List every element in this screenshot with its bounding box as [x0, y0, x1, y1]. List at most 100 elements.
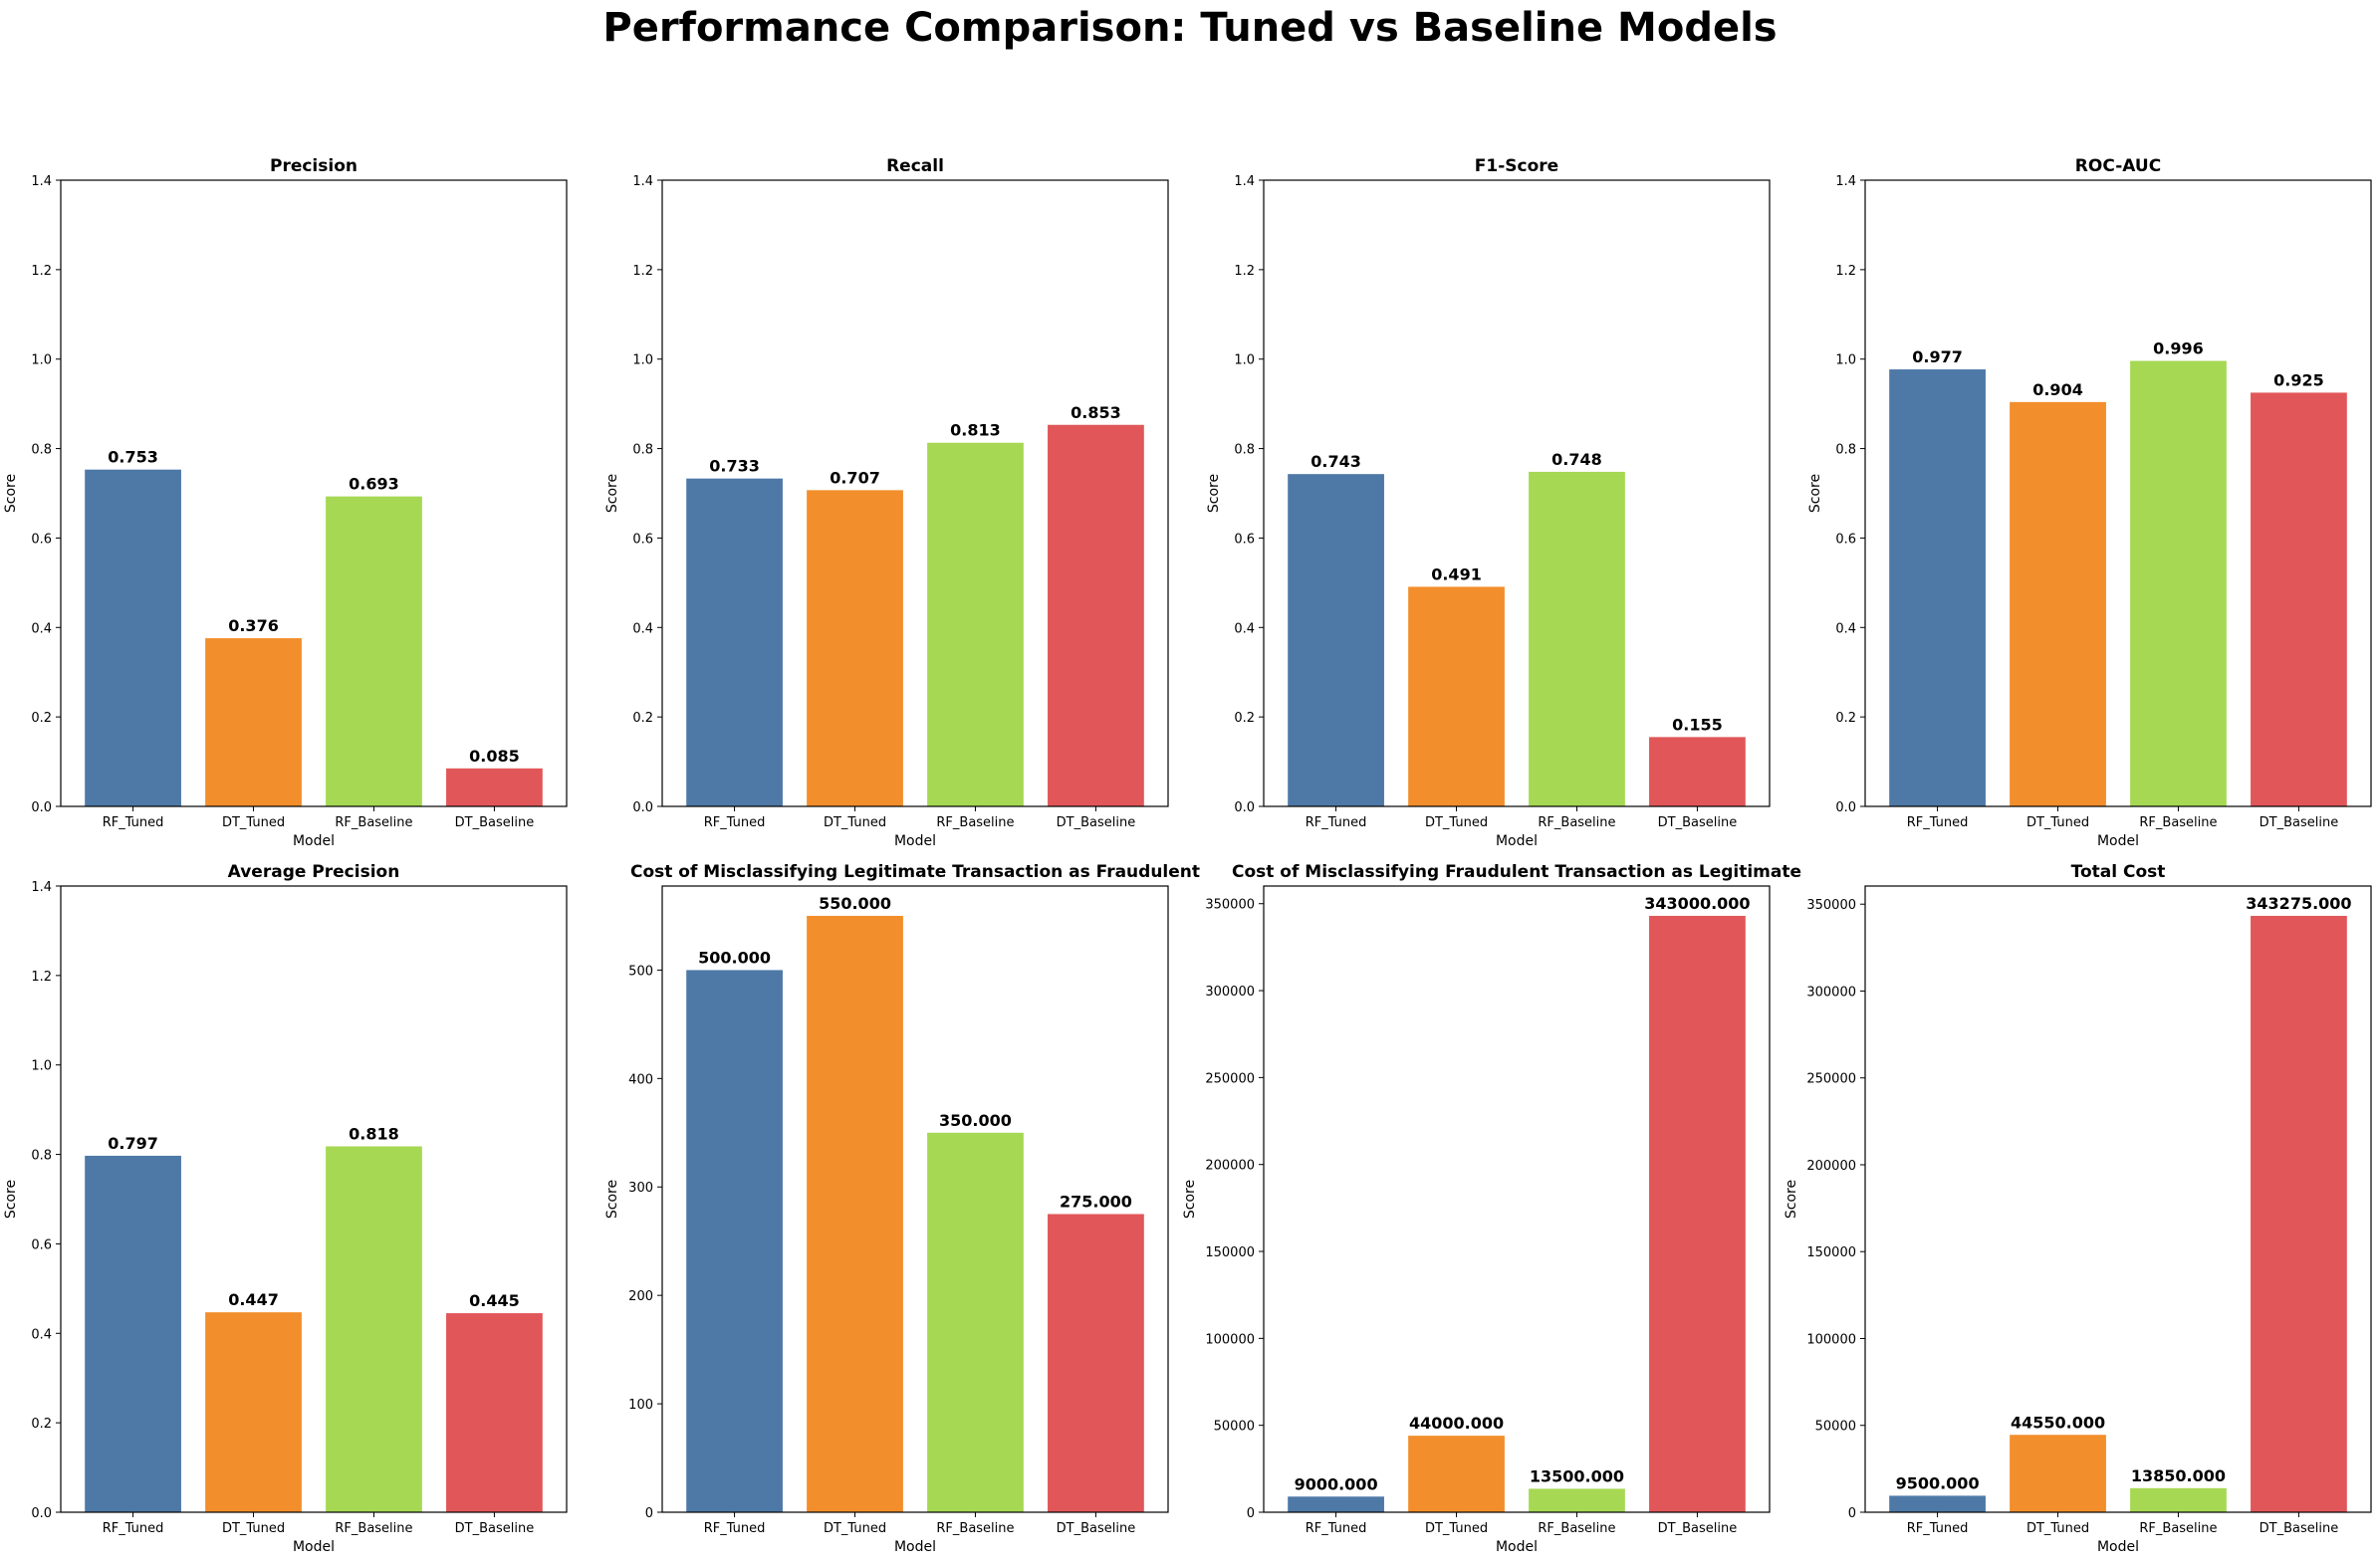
x-tick-label: DT_Tuned: [1425, 815, 1488, 830]
x-tick-label: RF_Tuned: [1306, 1521, 1367, 1536]
bar-value-label: 0.155: [1672, 715, 1723, 734]
bar: [2251, 915, 2347, 1512]
bar-value-label: 0.977: [1912, 347, 1963, 366]
panel-title: Cost of Misclassifying Fraudulent Transa…: [1232, 862, 1801, 882]
y-tick-label: 1.4: [1234, 174, 1255, 189]
bar-value-label: 550.000: [819, 894, 891, 913]
y-tick-label: 0.4: [31, 621, 52, 636]
x-axis-label: Model: [1496, 833, 1538, 849]
bar-value-label: 44550.000: [2011, 1413, 2105, 1432]
bar-value-label: 0.797: [108, 1134, 158, 1153]
x-tick-label: RF_Tuned: [1306, 815, 1367, 830]
bar-value-label: 343275.000: [2246, 894, 2351, 913]
x-tick-label: RF_Baseline: [1538, 815, 1615, 830]
bar-value-label: 500.000: [698, 948, 771, 967]
bar-value-label: 0.753: [108, 448, 158, 467]
bar-value-label: 0.447: [228, 1290, 279, 1309]
bar-value-label: 343000.000: [1644, 894, 1750, 913]
y-tick-label: 0.8: [31, 1149, 52, 1164]
y-tick-label: 250000: [1806, 1072, 1856, 1087]
y-tick-label: 1.2: [1234, 264, 1255, 279]
bar-value-label: 0.818: [349, 1124, 399, 1143]
y-tick-label: 0.2: [31, 711, 52, 726]
bar: [205, 1312, 302, 1512]
bar: [446, 768, 543, 806]
bar: [326, 1146, 422, 1512]
panel-title: Average Precision: [228, 862, 400, 882]
bar: [1048, 1214, 1144, 1512]
x-tick-label: DT_Tuned: [2026, 1521, 2089, 1536]
y-tick-label: 200000: [1205, 1159, 1255, 1174]
y-axis-label: Score: [1807, 474, 1823, 513]
y-tick-label: 0.6: [1835, 532, 1856, 547]
panel-title: Recall: [886, 156, 944, 176]
y-tick-label: 250000: [1205, 1071, 1255, 1086]
bar-value-label: 0.743: [1310, 452, 1361, 471]
y-tick-label: 0: [645, 1506, 653, 1521]
y-tick-label: 50000: [1815, 1420, 1856, 1435]
panel-title: ROC-AUC: [2075, 156, 2161, 176]
x-tick-label: DT_Tuned: [2026, 815, 2089, 830]
y-tick-label: 1.4: [31, 880, 52, 895]
x-tick-label: RF_Tuned: [1907, 1521, 1969, 1536]
x-tick-label: DT_Tuned: [824, 815, 886, 830]
y-axis-label: Score: [3, 1180, 19, 1219]
y-tick-label: 0.2: [31, 1417, 52, 1432]
bar: [2010, 1435, 2106, 1512]
y-tick-label: 0.6: [31, 1237, 52, 1252]
bar: [1408, 586, 1505, 806]
x-tick-label: DT_Tuned: [222, 1521, 285, 1536]
y-tick-label: 0.4: [31, 1327, 52, 1342]
y-tick-label: 0.4: [1234, 621, 1255, 636]
x-axis-label: Model: [2097, 833, 2139, 849]
y-tick-label: 150000: [1205, 1245, 1255, 1260]
bar: [1889, 1495, 1986, 1512]
plot-frame: [661, 885, 1169, 1513]
y-tick-label: 0.0: [1234, 800, 1255, 815]
y-tick-label: 200000: [1806, 1159, 1856, 1174]
bar-value-label: 350.000: [939, 1111, 1012, 1130]
y-tick-label: 0.4: [1835, 621, 1856, 636]
x-axis-label: Model: [293, 1539, 335, 1555]
x-tick-label: RF_Baseline: [335, 815, 412, 830]
x-tick-label: DT_Baseline: [455, 1521, 535, 1536]
bar: [2251, 392, 2347, 806]
x-tick-label: RF_Baseline: [1538, 1521, 1615, 1536]
bar: [2010, 401, 2106, 806]
x-tick-label: RF_Tuned: [704, 815, 766, 830]
bar: [1529, 1488, 1625, 1512]
x-tick-label: DT_Baseline: [1057, 1521, 1136, 1536]
y-tick-label: 1.2: [31, 970, 52, 985]
bar: [326, 496, 422, 806]
y-tick-label: 0.0: [31, 1506, 52, 1521]
bar: [205, 638, 302, 806]
bar: [85, 1155, 181, 1512]
y-tick-label: 350000: [1806, 898, 1856, 913]
y-tick-label: 400: [628, 1072, 653, 1087]
bar-value-label: 275.000: [1060, 1192, 1132, 1211]
y-tick-label: 50000: [1214, 1420, 1255, 1435]
bar-value-label: 44000.000: [1409, 1414, 1504, 1433]
bar-value-label: 13850.000: [2131, 1466, 2226, 1485]
bar: [1649, 737, 1746, 806]
y-tick-label: 0: [1848, 1506, 1856, 1521]
bar-value-label: 0.693: [349, 475, 399, 494]
y-axis-label: Score: [1182, 1180, 1198, 1219]
bar: [85, 469, 181, 806]
bar-value-label: 0.996: [2153, 339, 2204, 358]
y-axis-label: Score: [604, 474, 620, 513]
y-tick-label: 0.8: [632, 443, 653, 458]
y-tick-label: 0.0: [632, 800, 653, 815]
y-axis-label: Score: [1784, 1180, 1799, 1219]
y-tick-label: 0.8: [31, 443, 52, 458]
y-tick-label: 1.2: [31, 264, 52, 279]
x-tick-label: RF_Baseline: [2139, 815, 2217, 830]
bar-value-label: 9000.000: [1295, 1474, 1378, 1493]
bar-value-label: 0.733: [709, 457, 760, 476]
y-tick-label: 0.8: [1835, 443, 1856, 458]
bar-value-label: 0.904: [2032, 380, 2083, 399]
y-tick-label: 1.0: [31, 1059, 52, 1074]
bar-value-label: 0.707: [830, 468, 880, 487]
y-tick-label: 500: [628, 964, 653, 979]
